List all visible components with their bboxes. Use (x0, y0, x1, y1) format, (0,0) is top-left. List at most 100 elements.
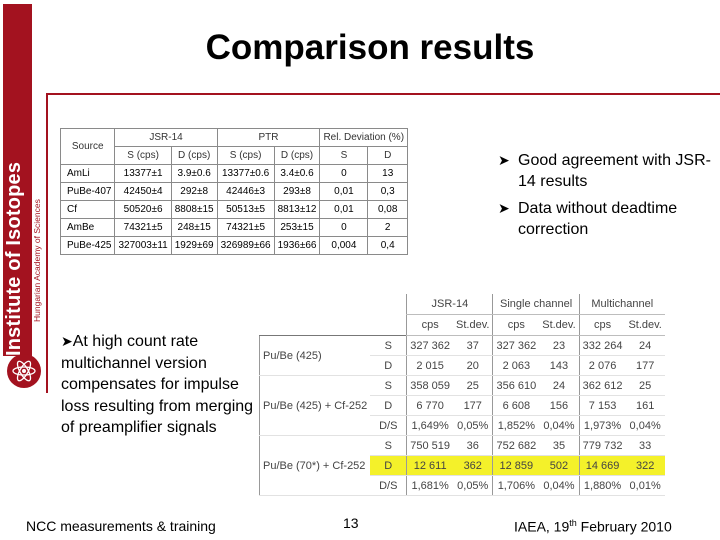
right-bullets: ➤ Good agreement with JSR-14 results ➤ D… (498, 150, 713, 246)
cell: 0 (319, 218, 369, 237)
header-ptr: PTR (216, 128, 321, 147)
arrow-bullet-icon: ➤ (498, 200, 510, 216)
table-row: Pu/Be (425) S 327 362 37 327 362 23 332 … (259, 335, 665, 376)
cell: 1,852% (492, 415, 540, 436)
cell: 12 859 (492, 455, 540, 476)
subheader: St.dev. (625, 314, 665, 336)
quantity: D/S (370, 475, 408, 496)
cell: 362 (453, 455, 493, 476)
left-rule (46, 93, 48, 393)
brand-strip: Institute of Isotopes Hungarian Academy … (0, 0, 47, 395)
subheader: cps (406, 314, 454, 336)
cell: 1,973% (578, 415, 626, 436)
cell: 0,04% (539, 475, 580, 496)
cell: 0 (319, 164, 369, 183)
footer-event: IAEA, 19th February 2010 (514, 518, 672, 535)
cell: 161 (625, 395, 665, 416)
header-multichannel: Multichannel (578, 294, 665, 315)
slide-title: Comparison results (205, 28, 535, 67)
block-label: Pu/Be (70*) + Cf-252 (259, 435, 371, 496)
cell: 3.4±0.6 (273, 164, 321, 183)
cell: 0,08 (367, 200, 409, 219)
subheader: D (367, 146, 409, 165)
header-jsr14: JSR-14 (114, 128, 218, 147)
cell: 35 (539, 435, 580, 456)
cell: 502 (539, 455, 580, 476)
brand-inner-band (32, 4, 43, 356)
cell: 0,04% (539, 415, 580, 436)
cell: 6 770 (406, 395, 454, 416)
cell: 143 (539, 355, 580, 376)
cell: 7 153 (578, 395, 626, 416)
subheader: S (cps) (114, 146, 172, 165)
cell: 14 669 (578, 455, 626, 476)
page-number: 13 (343, 515, 359, 531)
table-header-row: Source JSR-14 PTR Rel. Deviation (%) (59, 128, 409, 165)
institute-subtitle: Hungarian Academy of Sciences (32, 199, 42, 322)
institute-name: Institute of Isotopes (3, 162, 26, 356)
cell: 322 (625, 455, 665, 476)
subheader: St.dev. (453, 314, 493, 336)
cell: 358 059 (406, 375, 454, 396)
table-row: Pu/Be (70*) + Cf-252 S 750 519 36 752 68… (259, 435, 665, 496)
table-row: AmLi 13377±1 3.9±0.6 13377±0.6 3.4±0.6 0… (59, 164, 409, 183)
cell: 1,880% (578, 475, 626, 496)
header-jsr14: JSR-14 (406, 294, 493, 315)
cell: 1929±69 (170, 236, 218, 255)
quantity: S (370, 435, 408, 456)
row-source: AmBe (59, 218, 116, 237)
cell: 42446±3 (216, 182, 275, 201)
cell: 6 608 (492, 395, 540, 416)
source-comparison-table: Source JSR-14 PTR Rel. Deviation (%) S (… (59, 128, 409, 255)
table-subheader-row: cps St.dev. cps St.dev. cps St.dev. (260, 314, 665, 336)
table-row: PuBe-425 327003±11 1929±69 326989±66 193… (59, 236, 409, 255)
cell: 50520±6 (114, 200, 172, 219)
quantity: S (370, 335, 408, 356)
bullet-item: ➤ Good agreement with JSR-14 results (498, 150, 713, 192)
cell: 0,01 (319, 200, 369, 219)
cell: 752 682 (492, 435, 540, 456)
cell: 1,706% (492, 475, 540, 496)
block-label: Pu/Be (425) + Cf-252 (259, 375, 371, 436)
cell: 0,05% (453, 415, 493, 436)
cell: 37 (453, 335, 493, 356)
channel-comparison-table: JSR-14 Single channel Multichannel cps S… (259, 294, 665, 496)
cell: 1,681% (406, 475, 454, 496)
table-row: D 6 770 177 6 608 156 7 153 161 (260, 395, 665, 416)
row-source: AmLi (59, 164, 116, 183)
table-row: Cf 50520±6 8808±15 50513±5 8813±12 0,01 … (59, 200, 409, 219)
header-rel-deviation: Rel. Deviation (%) (319, 128, 409, 147)
bullet-item: ➤ Data without deadtime correction (498, 198, 713, 240)
cell: 25 (453, 375, 493, 396)
header-spacer (260, 294, 407, 315)
cell: 362 612 (578, 375, 626, 396)
cell: 36 (453, 435, 493, 456)
cell: 0,04% (625, 415, 665, 436)
cell: 248±15 (170, 218, 218, 237)
cell: 156 (539, 395, 580, 416)
cell: 327 362 (492, 335, 540, 356)
cell: 50513±5 (216, 200, 275, 219)
bullet-text: At high count rate multichannel version … (61, 333, 254, 436)
table-row: D/S 1,681% 0,05% 1,706% 0,04% 1,880% 0,0… (260, 475, 665, 496)
cell: 20 (453, 355, 493, 376)
cell: 0,004 (319, 236, 369, 255)
cell: 8808±15 (170, 200, 218, 219)
subheader: S (319, 146, 369, 165)
cell: 177 (625, 355, 665, 376)
left-bullet: ➤At high count rate multichannel version… (61, 331, 261, 439)
cell: 177 (453, 395, 493, 416)
cell: 2 076 (578, 355, 626, 376)
cell: 292±8 (170, 182, 218, 201)
highlighted-row: D 12 611 362 12 859 502 14 669 322 (260, 455, 665, 476)
table-subheader-row: S (cps) D (cps) S (cps) D (cps) S D (60, 146, 409, 165)
cell: 42450±4 (114, 182, 172, 201)
subheader: D (cps) (273, 146, 321, 165)
cell: 0,05% (453, 475, 493, 496)
cell: 33 (625, 435, 665, 456)
cell: 327 362 (406, 335, 454, 356)
cell: 0,01% (625, 475, 665, 496)
cell: 25 (625, 375, 665, 396)
quantity: S (370, 375, 408, 396)
cell: 326989±66 (216, 236, 275, 255)
